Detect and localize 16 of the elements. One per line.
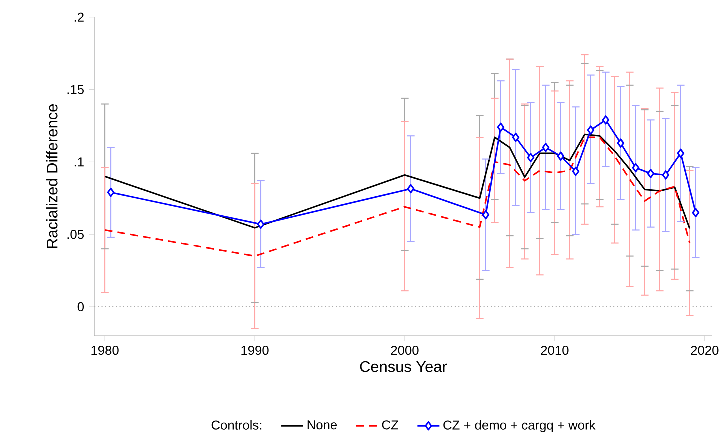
- x-tick-label: 1990: [242, 346, 269, 356]
- y-tick-label: 0: [78, 302, 84, 312]
- y-tick-label: .2: [74, 12, 84, 22]
- x-tick-label: 2010: [541, 346, 569, 356]
- legend-label: None: [308, 420, 338, 430]
- y-tick-label: .1: [74, 158, 84, 167]
- legend-label: CZ: [382, 420, 398, 430]
- x-axis-title: Census Year: [360, 361, 448, 372]
- y-tick-label: .05: [68, 230, 84, 240]
- legend-label: CZ + demo + cargq + work: [444, 420, 596, 432]
- x-tick-label: 1980: [92, 346, 119, 356]
- legend-title: Controls:: [212, 420, 262, 430]
- x-tick-label: 2020: [691, 346, 719, 356]
- y-axis-title: Racialized Difference: [46, 104, 58, 248]
- y-tick-label: .15: [68, 85, 84, 94]
- x-tick-label: 2000: [391, 346, 419, 356]
